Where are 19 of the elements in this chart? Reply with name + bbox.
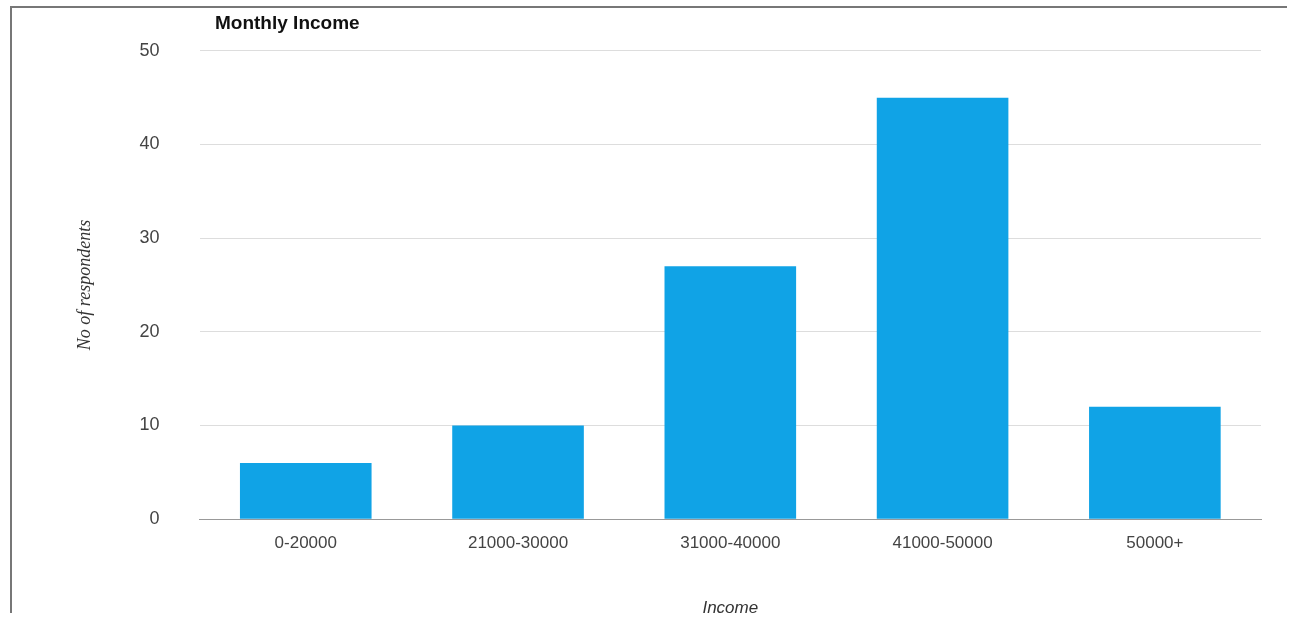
bar: [876, 97, 1009, 519]
y-axis-title: No of respondents: [73, 219, 94, 352]
bar: [452, 425, 584, 519]
x-tick-label: 31000-40000: [680, 533, 781, 553]
bar: [1089, 406, 1221, 519]
bar: [664, 266, 797, 519]
y-tick-label: 40: [139, 133, 160, 154]
y-tick-label: 30: [139, 227, 160, 248]
y-tick-label: 20: [139, 320, 160, 341]
y-tick-label: 0: [149, 508, 160, 529]
bar: [239, 462, 372, 519]
chart-title: Monthly Income: [215, 12, 360, 34]
x-tick-label: 21000-30000: [467, 533, 569, 553]
x-tick-label: 41000-50000: [892, 533, 993, 553]
x-tick-label: 0-20000: [274, 533, 337, 553]
y-tick-label: 50: [139, 39, 160, 60]
x-axis-title: Income: [702, 597, 759, 617]
x-tick-label: 50000+: [1126, 533, 1184, 553]
y-tick-label: 10: [139, 414, 160, 435]
